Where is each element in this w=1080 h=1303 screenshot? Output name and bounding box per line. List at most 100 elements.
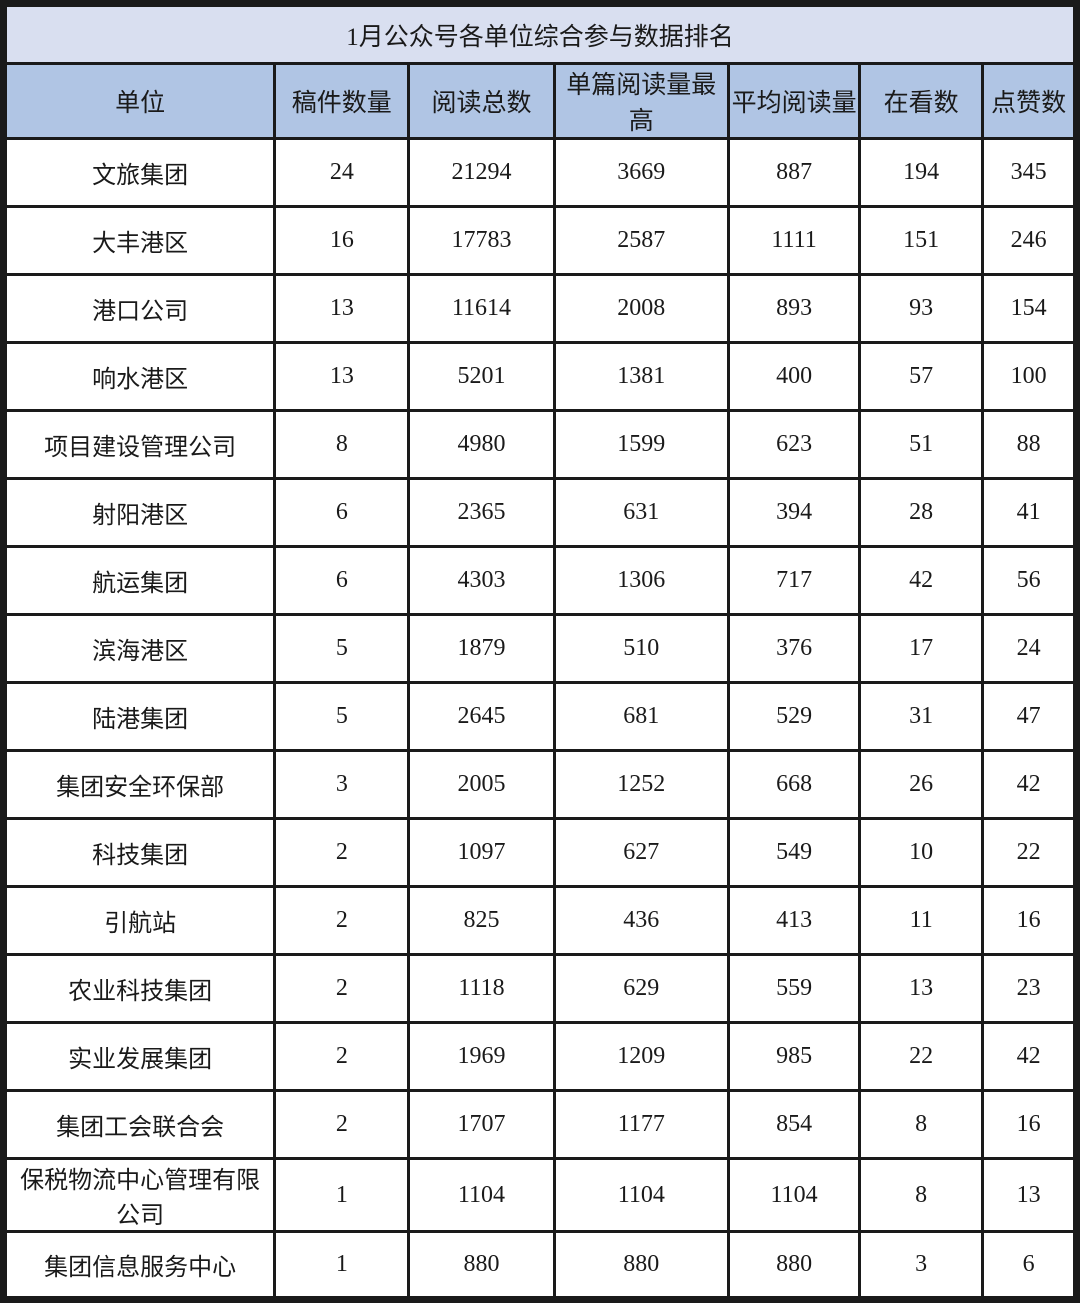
table-row: 港口公司 13 11614 2008 893 93 154 — [1, 273, 1078, 344]
table-row: 滨海港区 5 1879 510 376 17 24 — [1, 613, 1078, 684]
total-reads-cell: 17783 — [407, 205, 556, 276]
max-single-reads-cell: 1104 — [552, 1157, 731, 1233]
avg-reads-cell: 1111 — [727, 205, 862, 276]
max-single-reads-cell: 1381 — [552, 341, 731, 412]
likes-count-cell: 56 — [981, 545, 1078, 616]
max-single-reads-cell: 3669 — [552, 137, 731, 208]
total-reads-cell: 4303 — [407, 545, 556, 616]
table-row: 航运集团 6 4303 1306 717 42 56 — [1, 545, 1078, 616]
likes-count-cell: 154 — [981, 273, 1078, 344]
article-count-cell: 13 — [273, 273, 411, 344]
article-count-cell: 2 — [273, 1089, 411, 1160]
table-row: 响水港区 13 5201 1381 400 57 100 — [1, 341, 1078, 412]
unit-name-cell: 航运集团 — [1, 545, 277, 616]
watching-count-cell: 11 — [858, 885, 985, 956]
table-row: 陆港集团 5 2645 681 529 31 47 — [1, 681, 1078, 752]
column-header-avg-reads: 平均阅读量 — [727, 62, 862, 140]
unit-name-cell: 农业科技集团 — [1, 953, 277, 1024]
unit-name-cell: 响水港区 — [1, 341, 277, 412]
unit-name-cell: 大丰港区 — [1, 205, 277, 276]
total-reads-cell: 21294 — [407, 137, 556, 208]
likes-count-cell: 16 — [981, 885, 1078, 956]
unit-name-cell: 集团安全环保部 — [1, 749, 277, 820]
unit-name-cell: 滨海港区 — [1, 613, 277, 684]
article-count-cell: 5 — [273, 681, 411, 752]
column-header-max-single-reads: 单篇阅读量最高 — [552, 62, 731, 140]
total-reads-cell: 1879 — [407, 613, 556, 684]
max-single-reads-cell: 436 — [552, 885, 731, 956]
table-row: 科技集团 2 1097 627 549 10 22 — [1, 817, 1078, 888]
article-count-cell: 1 — [273, 1230, 411, 1301]
watching-count-cell: 151 — [858, 205, 985, 276]
table-row: 大丰港区 16 17783 2587 1111 151 246 — [1, 205, 1078, 276]
column-header-article-count: 稿件数量 — [273, 62, 411, 140]
watching-count-cell: 57 — [858, 341, 985, 412]
max-single-reads-cell: 510 — [552, 613, 731, 684]
table-title: 1月公众号各单位综合参与数据排名 — [2, 2, 1078, 65]
unit-name-cell: 文旅集团 — [1, 137, 277, 208]
watching-count-cell: 51 — [858, 409, 985, 480]
max-single-reads-cell: 627 — [552, 817, 731, 888]
likes-count-cell: 100 — [981, 341, 1078, 412]
watching-count-cell: 42 — [858, 545, 985, 616]
article-count-cell: 2 — [273, 885, 411, 956]
article-count-cell: 3 — [273, 749, 411, 820]
max-single-reads-cell: 629 — [552, 953, 731, 1024]
likes-count-cell: 24 — [981, 613, 1078, 684]
avg-reads-cell: 854 — [727, 1089, 862, 1160]
total-reads-cell: 825 — [407, 885, 556, 956]
max-single-reads-cell: 631 — [552, 477, 731, 548]
table-row: 射阳港区 6 2365 631 394 28 41 — [1, 477, 1078, 548]
watching-count-cell: 22 — [858, 1021, 985, 1092]
total-reads-cell: 2645 — [407, 681, 556, 752]
article-count-cell: 16 — [273, 205, 411, 276]
table-row: 保税物流中心管理有限公司 1 1104 1104 1104 8 13 — [1, 1157, 1078, 1233]
article-count-cell: 5 — [273, 613, 411, 684]
article-count-cell: 2 — [273, 1021, 411, 1092]
max-single-reads-cell: 1252 — [552, 749, 731, 820]
total-reads-cell: 2005 — [407, 749, 556, 820]
likes-count-cell: 42 — [981, 749, 1078, 820]
unit-name-cell: 项目建设管理公司 — [1, 409, 277, 480]
total-reads-cell: 1969 — [407, 1021, 556, 1092]
avg-reads-cell: 893 — [727, 273, 862, 344]
table-row: 实业发展集团 2 1969 1209 985 22 42 — [1, 1021, 1078, 1092]
watching-count-cell: 13 — [858, 953, 985, 1024]
max-single-reads-cell: 681 — [552, 681, 731, 752]
table-row: 集团工会联合会 2 1707 1177 854 8 16 — [1, 1089, 1078, 1160]
table-row: 集团安全环保部 3 2005 1252 668 26 42 — [1, 749, 1078, 820]
watching-count-cell: 3 — [858, 1230, 985, 1301]
total-reads-cell: 4980 — [407, 409, 556, 480]
likes-count-cell: 16 — [981, 1089, 1078, 1160]
column-header-likes-count: 点赞数 — [981, 62, 1078, 140]
unit-name-cell: 港口公司 — [1, 273, 277, 344]
avg-reads-cell: 376 — [727, 613, 862, 684]
column-header-unit: 单位 — [1, 62, 277, 140]
total-reads-cell: 5201 — [407, 341, 556, 412]
max-single-reads-cell: 2587 — [552, 205, 731, 276]
table-row: 农业科技集团 2 1118 629 559 13 23 — [1, 953, 1078, 1024]
unit-name-cell: 集团工会联合会 — [1, 1089, 277, 1160]
unit-name-cell: 实业发展集团 — [1, 1021, 277, 1092]
avg-reads-cell: 985 — [727, 1021, 862, 1092]
column-header-watching-count: 在看数 — [858, 62, 985, 140]
total-reads-cell: 880 — [407, 1230, 556, 1301]
avg-reads-cell: 717 — [727, 545, 862, 616]
article-count-cell: 6 — [273, 545, 411, 616]
avg-reads-cell: 668 — [727, 749, 862, 820]
watching-count-cell: 93 — [858, 273, 985, 344]
table-body: 文旅集团 24 21294 3669 887 194 345 大丰港区 16 1… — [1, 137, 1078, 1301]
unit-name-cell: 保税物流中心管理有限公司 — [1, 1157, 277, 1233]
max-single-reads-cell: 1599 — [552, 409, 731, 480]
avg-reads-cell: 1104 — [727, 1157, 862, 1233]
likes-count-cell: 6 — [981, 1230, 1078, 1301]
watching-count-cell: 17 — [858, 613, 985, 684]
watching-count-cell: 26 — [858, 749, 985, 820]
avg-reads-cell: 559 — [727, 953, 862, 1024]
watching-count-cell: 8 — [858, 1089, 985, 1160]
article-count-cell: 8 — [273, 409, 411, 480]
total-reads-cell: 11614 — [407, 273, 556, 344]
table-row: 引航站 2 825 436 413 11 16 — [1, 885, 1078, 956]
watching-count-cell: 10 — [858, 817, 985, 888]
watching-count-cell: 31 — [858, 681, 985, 752]
